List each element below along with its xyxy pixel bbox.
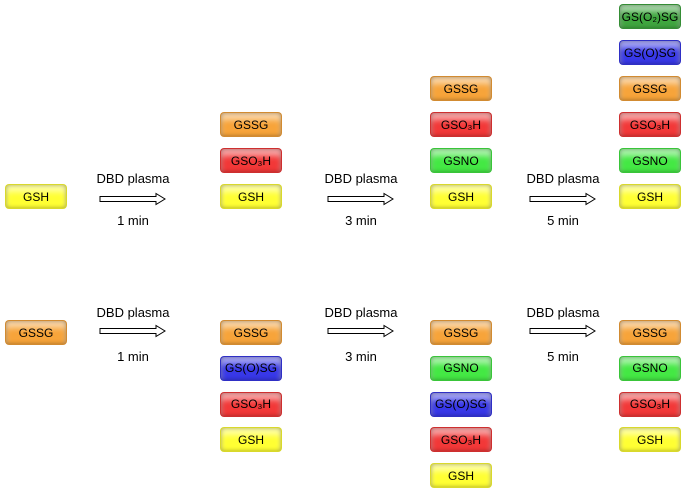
species-box: GSSG [619, 76, 681, 101]
species-box: GSO₃H [619, 112, 681, 137]
species-box: GS(O)SG [430, 391, 492, 417]
species-box: GSSG [619, 320, 681, 345]
species-box: GSH [619, 427, 681, 453]
species-box: GSH [619, 184, 681, 209]
arrow-shape [99, 192, 166, 206]
species-box: GSH [220, 427, 282, 453]
species-box: GSH [430, 463, 492, 489]
time-label: 5 min [547, 213, 579, 228]
arrow [327, 192, 394, 206]
species-box: GS(O)SG [220, 355, 282, 381]
species-box: GSO₃H [430, 112, 492, 137]
arrow-shape [529, 192, 596, 206]
process-label: DBD plasma [526, 171, 600, 186]
arrow-shape [529, 324, 596, 338]
arrow-shape [327, 324, 394, 338]
species-box: GSNO [430, 355, 492, 381]
time-label: 3 min [345, 213, 377, 228]
arrow [529, 192, 596, 206]
species-box: GSSG [430, 320, 492, 345]
species-box: GSSG [5, 320, 67, 345]
species-box: GS(O)SG [619, 40, 681, 65]
arrow-shape [327, 192, 394, 206]
process-label: DBD plasma [96, 171, 170, 186]
arrow [99, 324, 166, 338]
process-label: DBD plasma [324, 171, 398, 186]
species-box: GSO₃H [430, 427, 492, 453]
arrow [99, 192, 166, 206]
time-label: 3 min [345, 349, 377, 364]
species-box: GSO₃H [619, 391, 681, 417]
species-box: GSNO [430, 148, 492, 173]
species-box: GSSG [430, 76, 492, 101]
time-label: 5 min [547, 349, 579, 364]
species-box: GSH [5, 184, 67, 209]
arrow [529, 324, 596, 338]
species-box: GSH [430, 184, 492, 209]
arrow-shape [99, 324, 166, 338]
time-label: 1 min [117, 213, 149, 228]
species-box: GSNO [619, 355, 681, 381]
arrow [327, 324, 394, 338]
species-box: GSSG [220, 112, 282, 137]
species-box: GSH [220, 184, 282, 209]
species-box: GSSG [220, 320, 282, 345]
species-box: GS(O₂)SG [619, 4, 681, 29]
species-box: GSO₃H [220, 391, 282, 417]
process-label: DBD plasma [96, 305, 170, 320]
time-label: 1 min [117, 349, 149, 364]
process-label: DBD plasma [324, 305, 398, 320]
species-box: GSNO [619, 148, 681, 173]
process-label: DBD plasma [526, 305, 600, 320]
species-box: GSO₃H [220, 148, 282, 173]
